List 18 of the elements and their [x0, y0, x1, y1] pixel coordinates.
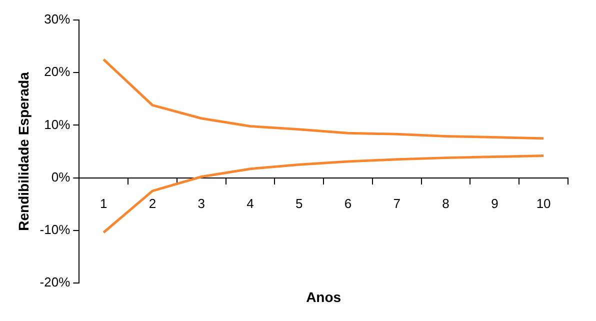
x-tick-label: 5: [296, 196, 303, 212]
y-tick-label: 30%: [44, 12, 71, 27]
x-tick-label: 6: [344, 196, 352, 212]
x-tick-label: 8: [442, 196, 450, 212]
x-tick-label: 7: [393, 196, 401, 212]
x-tick-label: 10: [536, 196, 551, 212]
x-tick-label: 9: [491, 196, 498, 212]
x-axis-title: Anos: [306, 288, 342, 305]
y-tick-label: 0%: [51, 169, 71, 184]
x-tick-label: 1: [100, 196, 108, 212]
y-tick-label: -20%: [40, 274, 71, 290]
y-tick-label: 10%: [44, 116, 71, 132]
x-tick-label: 3: [198, 196, 205, 212]
x-tick-label: 2: [148, 196, 156, 212]
x-tick-label: 4: [246, 196, 254, 212]
y-tick-label: -10%: [40, 222, 71, 237]
y-tick-label: 20%: [44, 64, 71, 80]
y-axis-title: Rendibilidade Esperada: [15, 72, 32, 231]
